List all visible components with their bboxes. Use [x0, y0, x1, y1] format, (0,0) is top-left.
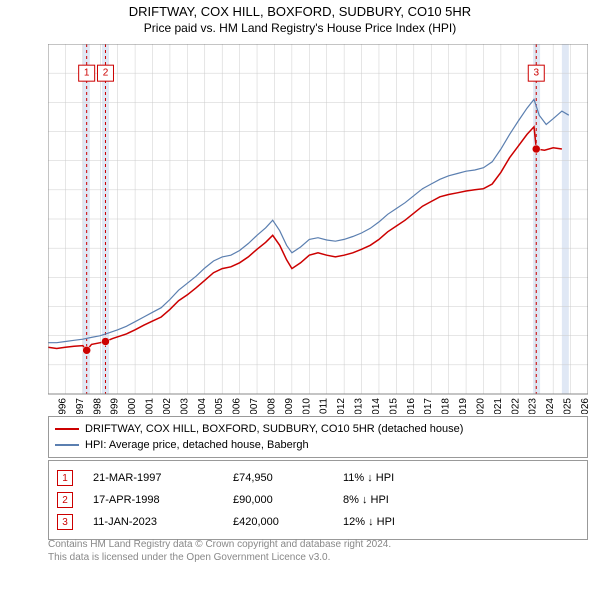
callout-date: 11-JAN-2023	[93, 516, 233, 528]
chart-svg: £0£50K£100K£150K£200K£250K£300K£350K£400…	[48, 44, 588, 414]
x-tick-label: 2014	[371, 398, 382, 414]
footer-line2: This data is licensed under the Open Gov…	[48, 551, 391, 564]
callout-price: £90,000	[233, 494, 343, 506]
footer-line1: Contains HM Land Registry data © Crown c…	[48, 538, 391, 551]
x-tick-label: 2011	[319, 398, 330, 414]
callout-marker-num: 1	[84, 68, 90, 79]
x-tick-label: 2009	[284, 398, 295, 414]
x-tick-label: 2003	[179, 398, 190, 414]
x-tick-label: 2002	[162, 398, 173, 414]
x-tick-label: 2007	[249, 398, 260, 414]
x-tick-label: 2001	[145, 398, 156, 414]
callout-row: 3 11-JAN-2023£420,00012% ↓ HPI	[57, 511, 579, 533]
x-tick-label: 2005	[214, 398, 225, 414]
x-tick-label: 2021	[493, 398, 504, 414]
x-tick-label: 2020	[475, 398, 486, 414]
callout-price: £420,000	[233, 516, 343, 528]
legend-label: HPI: Average price, detached house, Babe…	[85, 439, 309, 451]
data-point-marker	[83, 346, 91, 354]
x-tick-label: 2026	[580, 398, 588, 414]
x-tick-label: 1999	[110, 398, 121, 414]
x-tick-label: 2023	[528, 398, 539, 414]
callout-row: 2 17-APR-1998£90,0008% ↓ HPI	[57, 489, 579, 511]
callout-hpi: 8% ↓ HPI	[343, 494, 389, 506]
x-tick-label: 2019	[458, 398, 469, 414]
callout-date: 21-MAR-1997	[93, 472, 233, 484]
callout-row: 1 21-MAR-1997£74,95011% ↓ HPI	[57, 467, 579, 489]
callout-marker-num: 2	[103, 68, 109, 79]
title-area: DRIFTWAY, COX HILL, BOXFORD, SUDBURY, CO…	[0, 0, 600, 35]
x-tick-label: 2024	[545, 398, 556, 414]
x-tick-label: 1998	[92, 398, 103, 414]
legend-label: DRIFTWAY, COX HILL, BOXFORD, SUDBURY, CO…	[85, 423, 463, 435]
legend-row: HPI: Average price, detached house, Babe…	[55, 437, 581, 453]
data-point-marker	[101, 338, 109, 346]
x-tick-label: 2012	[336, 398, 347, 414]
x-tick-label: 2017	[423, 398, 434, 414]
callout-table: 1 21-MAR-1997£74,95011% ↓ HPI 2 17-APR-1998…	[48, 460, 588, 540]
chart-title: DRIFTWAY, COX HILL, BOXFORD, SUDBURY, CO…	[0, 4, 600, 19]
callout-hpi: 12% ↓ HPI	[343, 516, 395, 528]
chart-subtitle: Price paid vs. HM Land Registry's House …	[0, 21, 600, 35]
x-tick-label: 1995	[48, 398, 51, 414]
legend-swatch	[55, 428, 79, 430]
callout-num: 2	[57, 492, 73, 508]
chart-container: DRIFTWAY, COX HILL, BOXFORD, SUDBURY, CO…	[0, 0, 600, 590]
callout-price: £74,950	[233, 472, 343, 484]
x-tick-label: 2015	[388, 398, 399, 414]
x-tick-label: 1996	[57, 398, 68, 414]
x-tick-label: 2010	[301, 398, 312, 414]
data-point-marker	[532, 145, 540, 153]
footer-text: Contains HM Land Registry data © Crown c…	[48, 538, 391, 564]
plot-area: £0£50K£100K£150K£200K£250K£300K£350K£400…	[48, 44, 588, 394]
callout-marker-num: 3	[533, 68, 539, 79]
callout-num: 3	[57, 514, 73, 530]
callout-num: 1	[57, 470, 73, 486]
callout-hpi: 11% ↓ HPI	[343, 472, 394, 484]
legend-box: DRIFTWAY, COX HILL, BOXFORD, SUDBURY, CO…	[48, 416, 588, 458]
x-tick-label: 2000	[127, 398, 138, 414]
legend-swatch	[55, 444, 79, 446]
x-tick-label: 2013	[354, 398, 365, 414]
callout-date: 17-APR-1998	[93, 494, 233, 506]
x-tick-label: 2008	[266, 398, 277, 414]
x-tick-label: 2016	[406, 398, 417, 414]
x-tick-label: 2022	[510, 398, 521, 414]
x-tick-label: 2025	[563, 398, 574, 414]
x-tick-label: 2018	[441, 398, 452, 414]
x-tick-label: 1997	[75, 398, 86, 414]
x-tick-label: 2004	[197, 398, 208, 414]
x-tick-label: 2006	[232, 398, 243, 414]
legend-row: DRIFTWAY, COX HILL, BOXFORD, SUDBURY, CO…	[55, 421, 581, 437]
